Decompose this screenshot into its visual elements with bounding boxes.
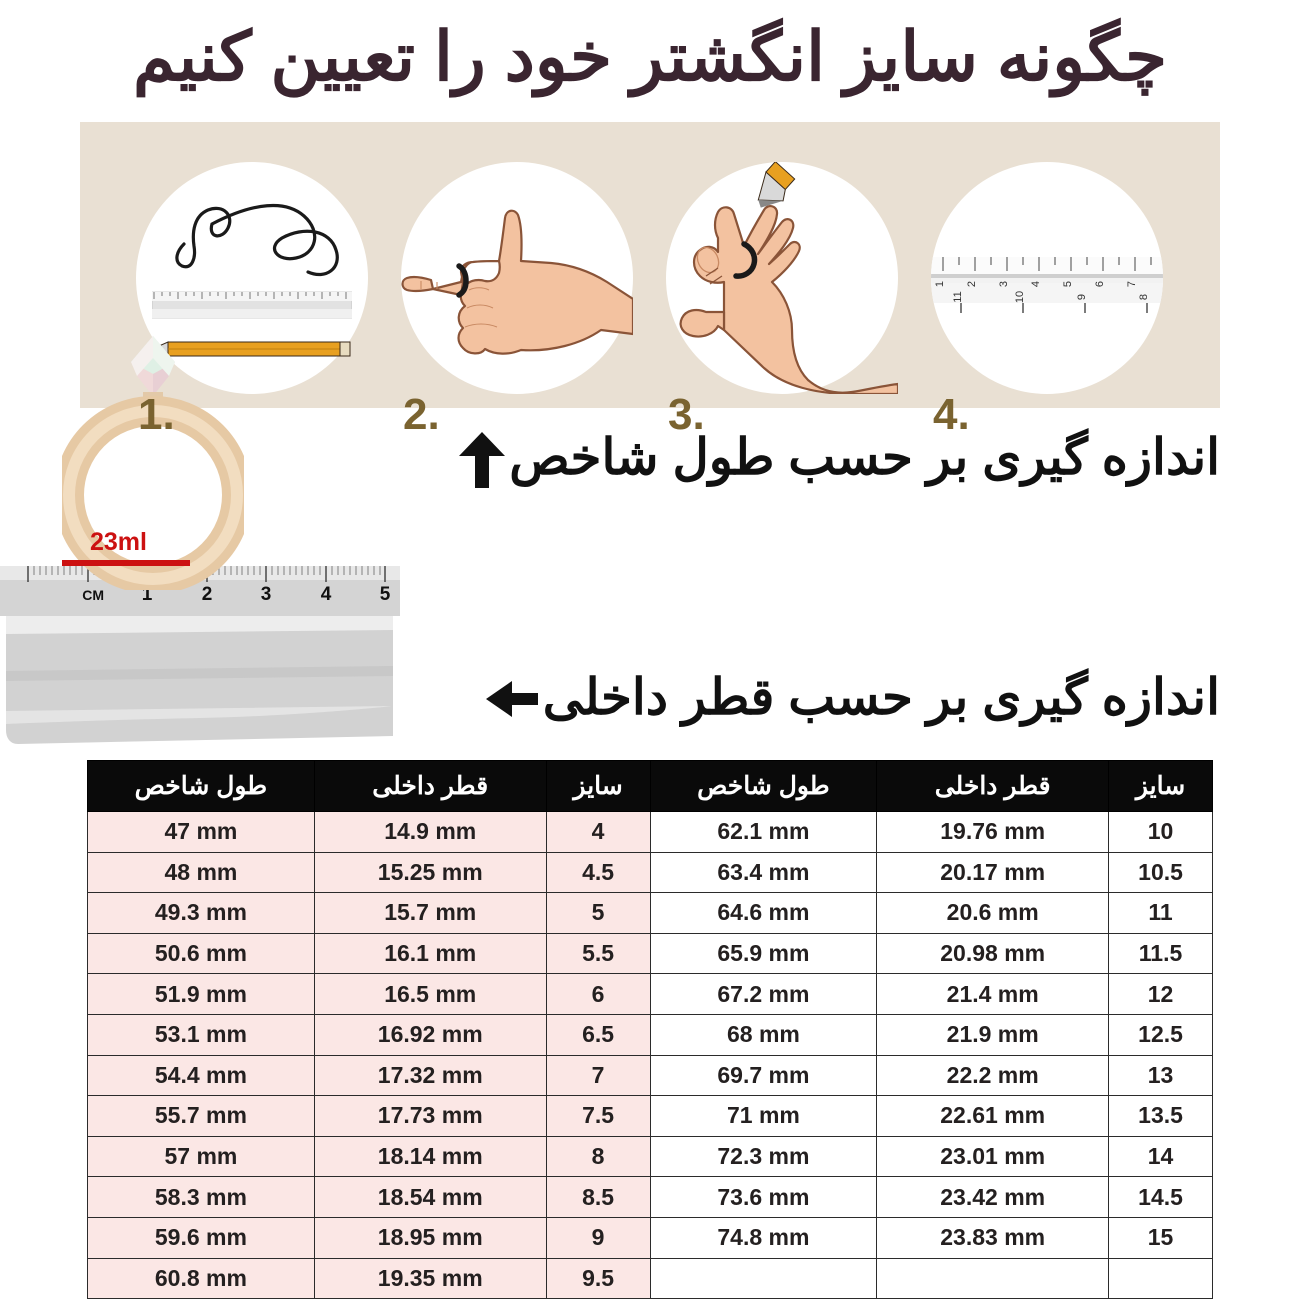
svg-text:5: 5: [380, 584, 391, 605]
svg-text:1: 1: [934, 281, 946, 287]
svg-text:2: 2: [966, 281, 978, 287]
svg-text:3: 3: [261, 584, 272, 605]
svg-text:4: 4: [1030, 281, 1042, 287]
svg-text:7: 7: [1126, 281, 1138, 287]
svg-text:10: 10: [1014, 291, 1026, 303]
svg-text:5: 5: [1062, 281, 1074, 287]
svg-text:11: 11: [952, 291, 964, 302]
svg-text:6: 6: [1094, 281, 1106, 287]
svg-text:9: 9: [1076, 294, 1088, 300]
svg-text:4: 4: [321, 584, 332, 605]
svg-text:3: 3: [998, 281, 1010, 287]
svg-text:8: 8: [1138, 294, 1150, 300]
